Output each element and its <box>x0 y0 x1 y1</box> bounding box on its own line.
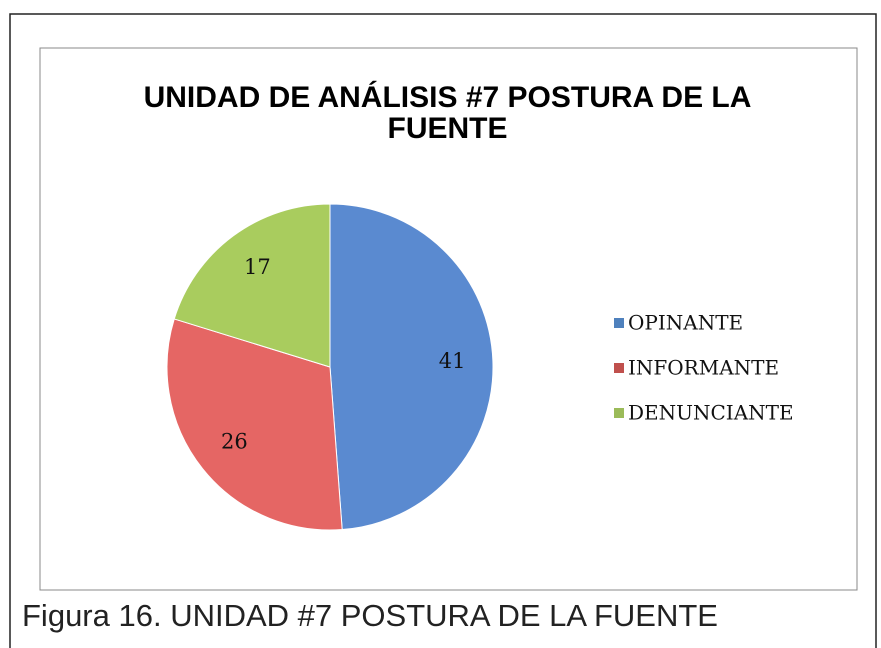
pie-slice <box>166 318 343 531</box>
legend-label: OPINANTE <box>628 311 743 335</box>
legend-label: DENUNCIANTE <box>628 401 794 425</box>
data-label: 41 <box>439 349 466 373</box>
legend-swatch <box>614 318 624 328</box>
data-label: 26 <box>221 430 248 454</box>
pie-slice <box>329 203 494 531</box>
legend-swatch <box>614 363 624 373</box>
chart-title: UNIDAD DE ANÁLISIS #7 POSTURA DE LA FUEN… <box>143 81 752 145</box>
caption: Figura 16. UNIDAD #7 POSTURA DE LA FUENT… <box>22 598 718 633</box>
data-label: 17 <box>244 255 271 279</box>
legend-swatch <box>614 408 624 418</box>
frame <box>9 13 877 648</box>
legend-label: INFORMANTE <box>628 356 779 380</box>
pie-slice <box>173 203 331 368</box>
